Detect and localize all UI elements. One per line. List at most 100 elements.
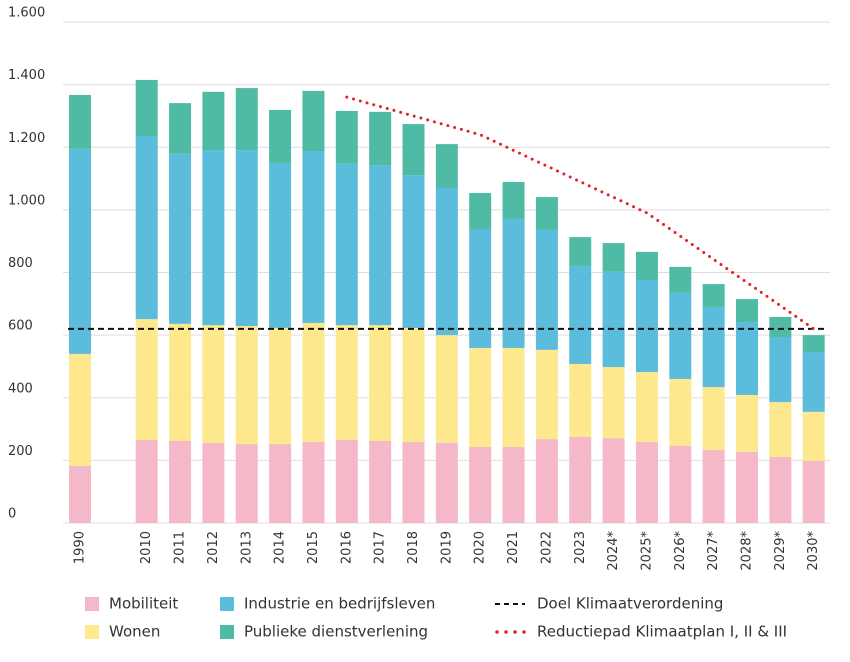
- bar-segment: [69, 94, 91, 149]
- y-tick-label: 600: [8, 319, 33, 334]
- bar-segment: [502, 347, 525, 447]
- x-tick-label: 2011: [173, 531, 188, 564]
- bar-segment: [669, 292, 692, 379]
- bar-segment: [435, 187, 458, 336]
- legend-swatch: [220, 625, 234, 639]
- bar-segment: [535, 229, 558, 350]
- bar-segment: [369, 325, 392, 441]
- bar-segment: [602, 438, 625, 523]
- x-tick-label: 2017: [373, 531, 388, 564]
- bar-segment: [736, 321, 758, 395]
- bar-segment: [602, 243, 625, 272]
- bar-segment: [269, 162, 292, 328]
- bar-segment: [202, 91, 225, 151]
- legend-label: Publieke dienstverlening: [244, 623, 428, 641]
- x-tick-label: 2010: [139, 531, 154, 564]
- bar-segment: [535, 197, 558, 230]
- bar-segment: [402, 327, 425, 442]
- bar-segment: [569, 237, 592, 266]
- bar-segment: [302, 322, 325, 442]
- bar-segment: [135, 440, 158, 523]
- legend-label: Doel Klimaatverordening: [537, 595, 723, 613]
- bar-segment: [135, 135, 158, 320]
- y-tick-label: 200: [8, 444, 33, 459]
- bar-segment: [502, 446, 525, 523]
- bar-segment: [635, 441, 658, 523]
- bar-segment: [669, 266, 692, 293]
- x-tick-label: 2014: [273, 531, 288, 564]
- bar-segment: [702, 306, 725, 388]
- bar-segment: [335, 110, 358, 164]
- bar-segment: [135, 79, 158, 136]
- bar-segment: [535, 439, 558, 523]
- x-tick-label: 2015: [306, 531, 321, 564]
- bar-segment: [569, 363, 592, 437]
- bar-segment: [635, 251, 658, 281]
- bar-segment: [135, 319, 158, 441]
- bar-segment: [202, 442, 225, 523]
- bar-segment: [335, 163, 358, 326]
- bar-segment: [469, 228, 492, 348]
- bar-segment: [269, 109, 292, 163]
- bar-segment: [469, 192, 492, 229]
- bar-segment: [269, 444, 292, 523]
- bar-segment: [235, 150, 258, 327]
- x-tick-label: 2030*: [806, 531, 821, 571]
- bar-segment: [369, 165, 392, 326]
- bar-segment: [235, 326, 258, 445]
- x-tick-label: 2016: [339, 531, 354, 564]
- bar-segment: [335, 325, 358, 441]
- bar-segment: [669, 445, 692, 523]
- bar-segment: [235, 88, 258, 151]
- bar-segment: [502, 218, 525, 348]
- bar-segment: [69, 466, 91, 523]
- x-tick-label: 2022: [539, 531, 554, 564]
- bar-segment: [769, 337, 792, 403]
- bar-segment: [769, 316, 792, 338]
- y-tick-label: 400: [8, 381, 33, 396]
- bar-segment: [435, 335, 458, 443]
- legend-label: Wonen: [109, 623, 160, 641]
- legend-label: Mobiliteit: [109, 595, 178, 613]
- bar-segment: [469, 446, 492, 523]
- bar-segment: [335, 440, 358, 523]
- bar-segment: [269, 327, 292, 445]
- bar-segment: [702, 387, 725, 451]
- bar-segment: [435, 144, 458, 188]
- bar-segment: [702, 450, 725, 523]
- bar-segment: [369, 440, 392, 523]
- bar-segment: [635, 372, 658, 442]
- legend-swatch: [220, 597, 234, 611]
- x-tick-label: 2012: [206, 531, 221, 564]
- y-tick-label: 1.400: [8, 68, 45, 83]
- bar-segment: [69, 148, 91, 354]
- bar-segment: [469, 347, 492, 447]
- bar-segment: [402, 175, 425, 328]
- bar-segment: [235, 444, 258, 523]
- x-tick-label: 1990: [73, 531, 88, 564]
- x-tick-label: 2021: [506, 531, 521, 564]
- x-tick-label: 2020: [473, 531, 488, 564]
- bar-segment: [502, 182, 525, 219]
- bar-segment: [369, 111, 392, 166]
- x-tick-label: 2019: [439, 531, 454, 564]
- bar-segment: [202, 325, 225, 443]
- legend-label: Reductiepad Klimaatplan I, II & III: [537, 623, 787, 641]
- bar-segment: [602, 271, 625, 368]
- y-tick-label: 1.000: [8, 193, 45, 208]
- bar-segment: [202, 150, 225, 326]
- x-tick-label: 2024*: [606, 531, 621, 571]
- bar-segment: [802, 461, 825, 523]
- x-tick-label: 2028*: [740, 531, 755, 571]
- bar-segment: [802, 411, 825, 462]
- bar-segment: [736, 451, 758, 523]
- bar-segment: [802, 335, 825, 353]
- bar-segment: [669, 378, 692, 446]
- bar-segment: [702, 284, 725, 307]
- y-tick-label: 1.600: [8, 6, 45, 21]
- x-tick-label: 2026*: [673, 531, 688, 571]
- bar-segment: [736, 394, 758, 452]
- x-tick-label: 2018: [406, 531, 421, 564]
- bar-segment: [302, 90, 325, 152]
